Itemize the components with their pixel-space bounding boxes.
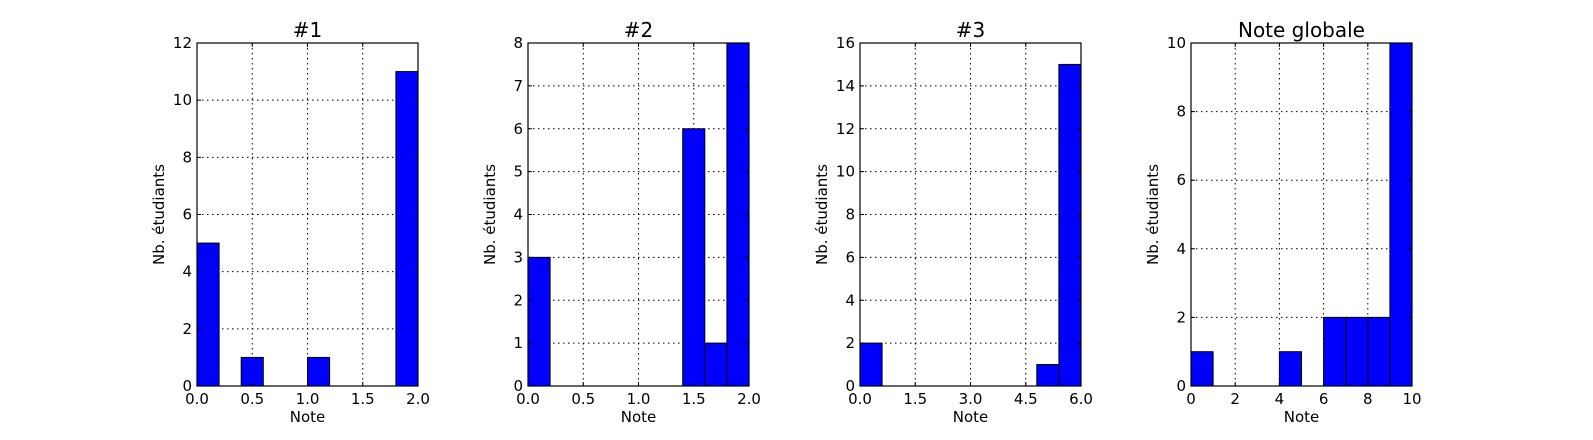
histogram-bar <box>307 356 331 387</box>
y-tick-label: 4 <box>513 206 523 224</box>
y-tick-label: 10 <box>836 163 855 181</box>
histogram-bar <box>1278 351 1303 387</box>
x-tick-label: 0.5 <box>571 390 595 408</box>
histogram-bar <box>1389 42 1413 387</box>
histogram-bar <box>1323 316 1347 387</box>
x-axis-label: Note <box>290 408 326 426</box>
y-tick-label: 2 <box>182 320 192 338</box>
y-tick-label: 12 <box>173 34 192 52</box>
x-tick-label: 0 <box>1186 390 1196 408</box>
x-axis-label: Note <box>621 408 657 426</box>
plot-frame <box>1190 42 1413 387</box>
x-tick-label: 3.0 <box>959 390 983 408</box>
chart-title: #2 <box>624 18 653 42</box>
chart-panel-3: 0.0 1.5 3.0 4.5 6.0 0 2 4 6 8 10 12 14 16 #3 Note Nb. ét… <box>813 18 1093 426</box>
x-tick-label: 2.0 <box>406 390 430 408</box>
y-tick-label: 0 <box>1176 377 1186 395</box>
y-tick-label: 4 <box>1176 240 1186 258</box>
x-tick-label: 10 <box>1402 390 1421 408</box>
y-tick-label: 8 <box>1176 103 1186 121</box>
y-axis-label: Nb. étudiants <box>1144 164 1162 265</box>
y-tick-label: 5 <box>513 163 523 181</box>
x-axis-label: Note <box>953 408 989 426</box>
y-axis-label: Nb. étudiants <box>813 164 831 265</box>
y-tick-label: 4 <box>182 263 192 281</box>
y-tick-label: 0 <box>845 377 855 395</box>
histogram-bar <box>1190 351 1214 387</box>
x-tick-label: 1.5 <box>903 390 927 408</box>
chart-title: #1 <box>293 18 322 42</box>
x-tick-label: 2.0 <box>737 390 761 408</box>
histogram-bar <box>1058 63 1082 387</box>
x-tick-label: 1.0 <box>296 390 320 408</box>
histogram-bar <box>859 342 883 387</box>
histogram-bar <box>1367 316 1391 387</box>
y-axis-label: Nb. étudiants <box>481 164 499 265</box>
y-tick-label: 1 <box>513 334 523 352</box>
y-tick-label: 14 <box>836 77 855 95</box>
chart-panel-2: 0.0 0.5 1.0 1.5 2.0 0 1 2 3 4 5 6 7 8 #2 Note Nb. étudia… <box>481 18 761 426</box>
y-tick-label: 6 <box>182 206 192 224</box>
x-tick-label: 4 <box>1275 390 1285 408</box>
x-tick-label: 1.5 <box>351 390 375 408</box>
chart-panel-4: 0 2 4 6 8 10 0 2 4 6 8 10 Note globale Note Nb. étudia… <box>1144 18 1422 426</box>
x-tick-label: 6 <box>1319 390 1329 408</box>
x-tick-label: 2 <box>1230 390 1240 408</box>
histogram-bar <box>395 71 419 387</box>
y-tick-label: 3 <box>513 248 523 266</box>
y-tick-label: 6 <box>1176 171 1186 189</box>
histogram-bar <box>527 256 551 387</box>
histogram-bar <box>196 242 220 387</box>
histogram-bar <box>682 128 706 387</box>
y-tick-label: 2 <box>1176 308 1186 326</box>
x-axis-label: Note <box>1284 408 1320 426</box>
y-tick-label: 6 <box>845 248 855 266</box>
chart-title: #3 <box>956 18 985 42</box>
x-tick-label: 4.5 <box>1014 390 1038 408</box>
y-tick-label: 12 <box>836 120 855 138</box>
y-tick-label: 16 <box>836 34 855 52</box>
y-tick-label: 10 <box>173 91 192 109</box>
histogram-bar <box>704 342 728 387</box>
x-tick-label: 0.5 <box>240 390 264 408</box>
histogram-bar <box>240 356 264 387</box>
y-tick-label: 0 <box>513 377 523 395</box>
x-tick-label: 0.0 <box>516 390 540 408</box>
y-tick-label: 7 <box>513 77 523 95</box>
x-tick-label: 6.0 <box>1069 390 1093 408</box>
y-tick-label: 0 <box>182 377 192 395</box>
x-tick-label: 1.0 <box>627 390 651 408</box>
y-tick-label: 8 <box>513 34 523 52</box>
y-tick-label: 2 <box>513 291 523 309</box>
x-tick-label: 0.0 <box>848 390 872 408</box>
histogram-bar <box>1036 364 1060 387</box>
y-tick-label: 4 <box>845 291 855 309</box>
histogram-bar <box>1345 316 1369 387</box>
x-tick-label: 0.0 <box>185 390 209 408</box>
x-tick-label: 1.5 <box>682 390 706 408</box>
chart-panel-1: 0.0 0.5 1.0 1.5 2.0 0 2 4 6 8 10 12 #1 Note Nb. étudia… <box>150 18 430 426</box>
y-tick-label: 10 <box>1167 34 1186 52</box>
x-tick-label: 8 <box>1363 390 1373 408</box>
y-tick-label: 8 <box>845 206 855 224</box>
y-tick-label: 2 <box>845 334 855 352</box>
y-tick-label: 6 <box>513 120 523 138</box>
y-axis-label: Nb. étudiants <box>150 164 168 265</box>
y-tick-label: 8 <box>182 148 192 166</box>
chart-title: Note globale <box>1238 18 1365 42</box>
